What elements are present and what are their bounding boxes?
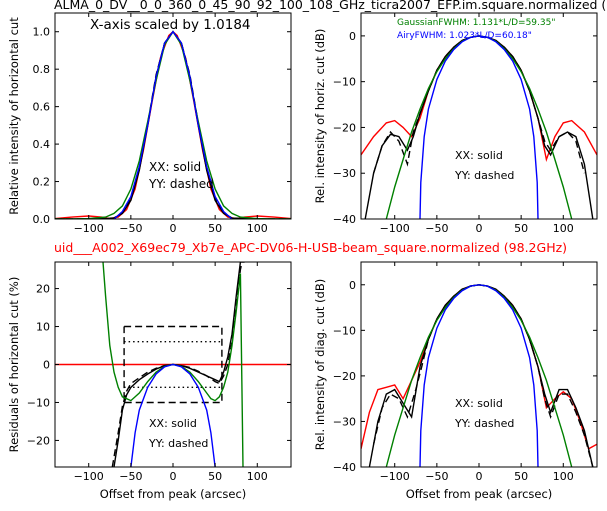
annotation-text: YY: dashed: [454, 169, 514, 182]
y-tick-label: 0.0: [33, 213, 51, 226]
annotation-text: XX: solid: [455, 149, 503, 162]
y-tick-label: 1.0: [33, 26, 51, 39]
y-tick-label: 10: [36, 321, 50, 334]
series-line-blue-solid: [419, 284, 539, 467]
x-tick-label: 50: [514, 222, 528, 235]
series-line-blue-solid: [113, 30, 233, 219]
annotation-text: YY: dashed: [454, 417, 514, 430]
x-tick-label: −50: [119, 222, 142, 235]
x-tick-label: −100: [74, 470, 104, 483]
annotation-text: XX: solid: [455, 397, 503, 410]
x-tick-label: −50: [425, 222, 448, 235]
x-tick-label: 0: [170, 222, 177, 235]
plot-frame: [360, 261, 598, 468]
x-tick-label: 0: [476, 470, 483, 483]
annotation-text: X-axis scaled by 1.0184: [90, 17, 251, 33]
series-line-blue-solid: [419, 35, 539, 219]
x-tick-label: −100: [74, 222, 104, 235]
y-tick-label: 0.4: [33, 138, 51, 151]
figure-subtitle: uid___A002_X69ec79_Xb7e_APC-DV06-H-USB-b…: [54, 240, 567, 255]
annotation-text: YY: dashed: [148, 177, 214, 191]
x-tick-label: −100: [380, 222, 410, 235]
legend-entry: GaussianFWHM: 1.131*L/D=59.35": [397, 18, 555, 28]
y-tick-label: −30: [333, 415, 356, 428]
y-tick-label: −10: [333, 76, 356, 89]
chart-panel-p1: −100 −50 0 50 100 0.0 0.2 0.4 0.6 0.8 1.0 Relative …: [7, 12, 292, 235]
series-line-black-solid: [364, 35, 594, 219]
x-tick-label: 100: [247, 470, 268, 483]
series-line-black-dashed: [111, 262, 243, 467]
series-line-red-solid: [361, 35, 597, 163]
x-tick-label: 100: [553, 222, 574, 235]
panels: −100 −50 0 50 1000.00.20.40.60.81.0Relative …: [7, 12, 598, 501]
x-tick-label: 50: [514, 470, 528, 483]
x-tick-label: −50: [119, 470, 142, 483]
annotation-text: XX: solid: [149, 160, 201, 174]
y-tick-label: −10: [333, 324, 356, 337]
figure-title: ALMA_0_DV__0_0_360_0_45_90_92_100_108_GH…: [54, 0, 606, 12]
series-line-blue-solid: [130, 363, 216, 467]
y-tick-label: −40: [333, 213, 356, 226]
y-tick-label: −20: [27, 434, 50, 447]
series-line-green-solid: [385, 35, 573, 219]
y-axis-label: Residuals of horizontal cut (%): [7, 277, 21, 453]
y-tick-label: 0: [349, 30, 356, 43]
x-tick-label: −50: [425, 470, 448, 483]
legend-entry: AiryFWHM: 1.023*L/D=60.18": [397, 31, 532, 41]
x-tick-label: 50: [208, 470, 222, 483]
y-tick-label: 0.8: [33, 63, 51, 76]
x-tick-label: 0: [170, 470, 177, 483]
y-tick-label: −10: [27, 396, 50, 409]
y-axis-label: Relative intensity of horizontal cut: [7, 17, 21, 215]
x-axis-label: Offset from peak (arcsec): [100, 487, 247, 501]
series-group: [361, 284, 597, 467]
y-tick-label: −40: [333, 461, 356, 474]
series-group: [55, 262, 291, 467]
plot-frame: [360, 12, 598, 220]
y-tick-label: −30: [333, 167, 356, 180]
x-tick-label: 0: [476, 222, 483, 235]
y-tick-label: 0.2: [33, 176, 51, 189]
y-tick-label: −20: [333, 121, 356, 134]
x-tick-label: 100: [553, 470, 574, 483]
y-tick-label: 20: [36, 283, 50, 296]
y-axis-label: Rel. intensity of horiz. cut (dB): [313, 29, 327, 204]
series-group: [361, 35, 597, 219]
y-tick-label: 0: [43, 359, 50, 372]
series-line-black-solid: [368, 284, 594, 467]
annotation-text: XX: solid: [149, 417, 197, 430]
y-axis-label: Rel. intensity of diag. cut (dB): [313, 279, 327, 450]
series-line-black-dashed: [372, 284, 594, 467]
x-tick-label: −100: [380, 470, 410, 483]
x-tick-label: 100: [247, 222, 268, 235]
x-axis-label: Offset from peak (arcsec): [406, 487, 553, 501]
y-tick-label: 0.6: [33, 101, 51, 114]
x-tick-label: 50: [208, 222, 222, 235]
annotation-text: YY: dashed: [148, 437, 208, 450]
y-tick-label: 0: [349, 279, 356, 292]
y-tick-label: −20: [333, 370, 356, 383]
